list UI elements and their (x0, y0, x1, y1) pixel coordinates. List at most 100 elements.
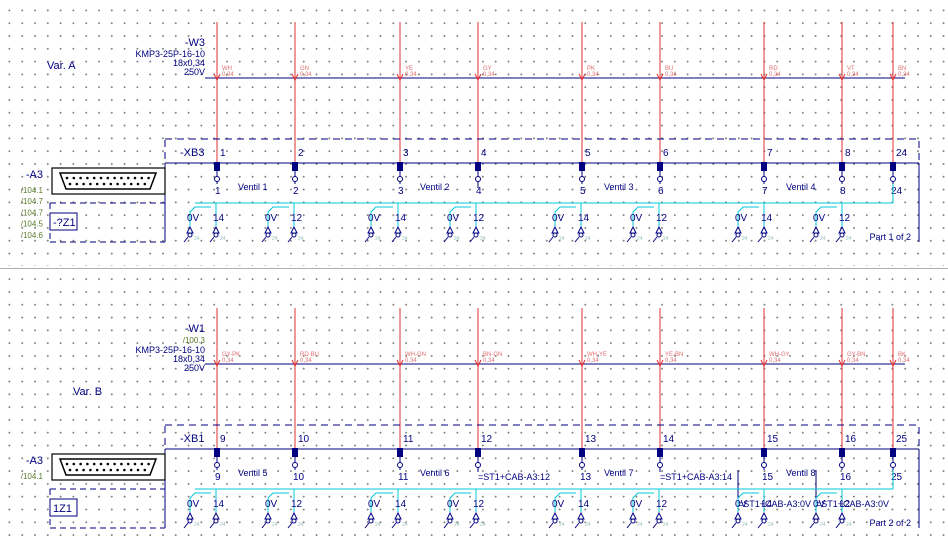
pin-contact (630, 518, 636, 524)
wire-arrow-mark (889, 359, 897, 368)
pin-tag: 24 (480, 522, 486, 528)
terminal-connector (292, 176, 298, 182)
pin-lead (757, 522, 763, 529)
pin-contact (473, 518, 479, 524)
valve-label: Ventil 4 (786, 182, 816, 192)
terminal-strip-name: -XB1 (180, 433, 204, 445)
pin-lead (183, 236, 189, 243)
wire-section-label: 0,34 (769, 358, 781, 364)
cable-voltage: 250V (184, 67, 205, 77)
pin-label: 14 (395, 213, 407, 224)
pin-lead (809, 236, 815, 243)
pin-tag: 24 (742, 236, 748, 242)
pin-lead (652, 236, 658, 243)
pin-lead (548, 236, 554, 243)
terminal-lower-label: 1 (215, 186, 221, 197)
pin-label: 0V (735, 213, 748, 224)
pin-tag: 24 (820, 236, 826, 242)
terminal-block (579, 448, 585, 457)
wire-arrow-mark (291, 359, 299, 368)
terminal-connector (761, 176, 767, 182)
terminal-lower-label: 24 (891, 186, 903, 197)
pin-label: 0V (630, 213, 643, 224)
pin-tag: 24 (585, 522, 591, 528)
terminal-block (657, 448, 663, 457)
pin-marker (446, 511, 454, 520)
terminal-block (397, 162, 403, 171)
cyan-jog (449, 492, 471, 512)
pin-marker (290, 511, 298, 520)
pin-contact (578, 518, 584, 524)
device-name: -A3 (26, 455, 43, 467)
wire-color-label: GY-PK (222, 352, 240, 358)
pin-tag: 24 (375, 236, 381, 242)
terminal-number: 15 (767, 434, 779, 445)
pin-lead (626, 236, 632, 243)
terminal-lower-label: 25 (891, 472, 903, 483)
connector-pin-bottom (116, 468, 119, 472)
pin-label: 12 (656, 499, 668, 510)
pin-label: 0V (630, 499, 643, 510)
sub-d-connector-shell (58, 172, 158, 190)
device-ref: /104.1 (21, 186, 44, 195)
pin-lead (574, 236, 580, 243)
wire-color-label: YE-BN (665, 352, 683, 358)
pin-lead (469, 236, 475, 243)
pin-tag: 24 (480, 236, 486, 242)
pin-lead (757, 236, 763, 243)
section-2: GY-PK0,34RD-BU0,34WH-GN0,34BN-GN0,34WH-Y… (21, 308, 920, 529)
device-tag-frame (49, 498, 78, 517)
pin-marker (629, 225, 637, 234)
terminal-strip-outline (164, 424, 920, 450)
pin-label: 12 (291, 213, 303, 224)
sub-d-connector-shell (58, 458, 158, 476)
cyan-jog (370, 492, 393, 512)
pin-tag: 24 (768, 522, 774, 528)
pin-lead (809, 522, 815, 529)
wire-section-label: 0,34 (405, 358, 417, 364)
terminal-lower-label: 6 (658, 186, 664, 197)
connector-pin-bottom (102, 468, 106, 472)
pin-lead (183, 522, 189, 529)
terminal-connector (839, 462, 845, 468)
terminal-connector (579, 176, 585, 182)
pin-label: 0V (187, 213, 200, 224)
pin-tag: 24 (585, 236, 591, 242)
cyan-jog (815, 492, 837, 512)
connector-pin-bottom (68, 182, 72, 186)
terminal-number: 10 (298, 434, 310, 445)
wire-arrow-mark (760, 73, 768, 82)
cyan-jog (449, 206, 471, 226)
terminal-lower-label: 10 (293, 472, 305, 483)
pin-label: 12 (473, 213, 485, 224)
terminal-number: 13 (585, 434, 597, 445)
terminal-connector (839, 176, 845, 182)
pin-tag: 24 (742, 522, 748, 528)
pin-contact (813, 232, 819, 238)
connector-pin-bottom (123, 468, 126, 472)
cyan-jog (737, 492, 759, 512)
connector-pin-bottom (129, 182, 133, 186)
pin-label: 12 (839, 499, 851, 510)
connector-pin-bottom (82, 468, 85, 472)
wire-color-label: RD-BU (300, 352, 319, 358)
wire-color-label: WH-GY (769, 352, 790, 358)
connector-pin-bottom (89, 468, 92, 472)
pin-marker (212, 225, 220, 234)
pin-contact (291, 518, 297, 524)
pin-lead (443, 236, 449, 243)
part-label: Part 2 of 2 (869, 518, 911, 528)
connector-pin-bottom (129, 468, 133, 472)
cyan-jog (554, 206, 576, 226)
terminal-block (292, 448, 298, 457)
pin-marker (577, 511, 585, 520)
wire-arrow-mark (889, 73, 897, 82)
terminal-connector (657, 176, 663, 182)
pin-contact (265, 232, 271, 238)
terminal-strip-name: -XB3 (180, 147, 204, 159)
pin-label: 0V (265, 213, 278, 224)
wire-color-label: BU (665, 66, 673, 72)
pin-label: 0V (552, 499, 565, 510)
pin-lead (391, 236, 397, 243)
